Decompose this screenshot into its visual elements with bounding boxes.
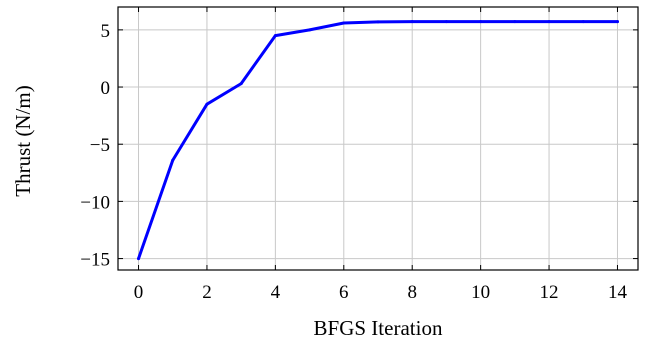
y-tick-label: −15 bbox=[80, 250, 110, 271]
data-point bbox=[581, 20, 585, 24]
tick-marks bbox=[118, 7, 638, 270]
series-layer bbox=[137, 20, 619, 261]
data-point bbox=[410, 20, 414, 24]
x-tick-labels: 0 2 4 6 8 10 12 14 bbox=[134, 282, 628, 303]
data-point bbox=[615, 20, 619, 24]
data-point bbox=[444, 20, 448, 24]
plot-frame bbox=[117, 6, 639, 271]
x-tick-label: 4 bbox=[271, 282, 281, 303]
data-point bbox=[308, 28, 312, 32]
y-tick-label: −10 bbox=[80, 192, 110, 213]
x-tick-label: 2 bbox=[202, 282, 212, 303]
data-point bbox=[273, 34, 277, 38]
x-tick-label: 6 bbox=[339, 282, 349, 303]
x-tick-label: 0 bbox=[134, 282, 144, 303]
data-point bbox=[205, 102, 209, 106]
data-point bbox=[479, 20, 483, 24]
y-tick-label: 5 bbox=[101, 21, 111, 42]
data-point bbox=[137, 257, 141, 261]
data-point bbox=[547, 20, 551, 24]
x-tick-label: 8 bbox=[407, 282, 417, 303]
x-tick-label: 10 bbox=[471, 282, 490, 303]
data-point bbox=[342, 21, 346, 25]
y-tick-label: −5 bbox=[90, 135, 110, 156]
x-tick-label: 12 bbox=[540, 282, 559, 303]
data-point bbox=[513, 20, 517, 24]
grid-lines bbox=[118, 7, 638, 270]
series-line bbox=[137, 20, 619, 261]
y-tick-label: 0 bbox=[101, 78, 111, 99]
x-tick-label: 14 bbox=[608, 282, 628, 303]
data-point bbox=[239, 82, 243, 86]
y-tick-labels: 5 0 −5 −10 −15 bbox=[80, 21, 110, 271]
data-point bbox=[171, 158, 175, 162]
y-axis-label: Thrust (N/m) bbox=[11, 85, 35, 196]
x-axis-label: BFGS Iteration bbox=[314, 316, 443, 340]
data-point bbox=[376, 20, 380, 24]
